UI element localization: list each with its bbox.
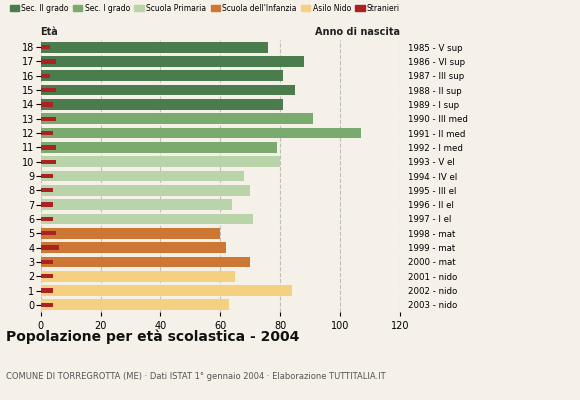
Bar — [41, 99, 283, 110]
Bar — [41, 214, 253, 224]
Bar — [41, 156, 280, 167]
Bar — [41, 142, 277, 153]
Bar — [41, 242, 226, 253]
Bar — [41, 246, 59, 250]
Bar — [41, 171, 244, 181]
Bar — [41, 59, 56, 64]
Bar — [41, 174, 53, 178]
Text: Età: Età — [41, 27, 59, 37]
Text: Anno di nascita: Anno di nascita — [315, 27, 400, 37]
Bar — [41, 88, 56, 92]
Bar — [41, 271, 235, 282]
Bar — [41, 188, 53, 192]
Text: COMUNE DI TORREGROTTA (ME) · Dati ISTAT 1° gennaio 2004 · Elaborazione TUTTITALI: COMUNE DI TORREGROTTA (ME) · Dati ISTAT … — [6, 372, 386, 381]
Bar — [41, 131, 53, 135]
Bar — [41, 217, 53, 221]
Bar — [41, 128, 361, 138]
Bar — [41, 256, 251, 267]
Bar — [41, 145, 56, 150]
Bar — [41, 113, 313, 124]
Bar — [41, 199, 233, 210]
Bar — [41, 102, 53, 106]
Bar — [41, 74, 50, 78]
Bar — [41, 260, 53, 264]
Bar — [41, 231, 56, 236]
Text: Popolazione per età scolastica - 2004: Popolazione per età scolastica - 2004 — [6, 330, 299, 344]
Bar — [41, 300, 229, 310]
Bar — [41, 42, 269, 52]
Bar — [41, 116, 56, 121]
Bar — [41, 85, 295, 96]
Bar — [41, 70, 283, 81]
Bar — [41, 303, 53, 307]
Bar — [41, 160, 56, 164]
Bar — [41, 185, 251, 196]
Bar — [41, 285, 292, 296]
Bar — [41, 228, 220, 239]
Legend: Sec. II grado, Sec. I grado, Scuola Primaria, Scuola dell'Infanzia, Asilo Nido, : Sec. II grado, Sec. I grado, Scuola Prim… — [10, 4, 400, 13]
Bar — [41, 288, 53, 293]
Bar — [41, 202, 53, 207]
Bar — [41, 274, 53, 278]
Bar — [41, 45, 50, 49]
Bar — [41, 56, 305, 67]
